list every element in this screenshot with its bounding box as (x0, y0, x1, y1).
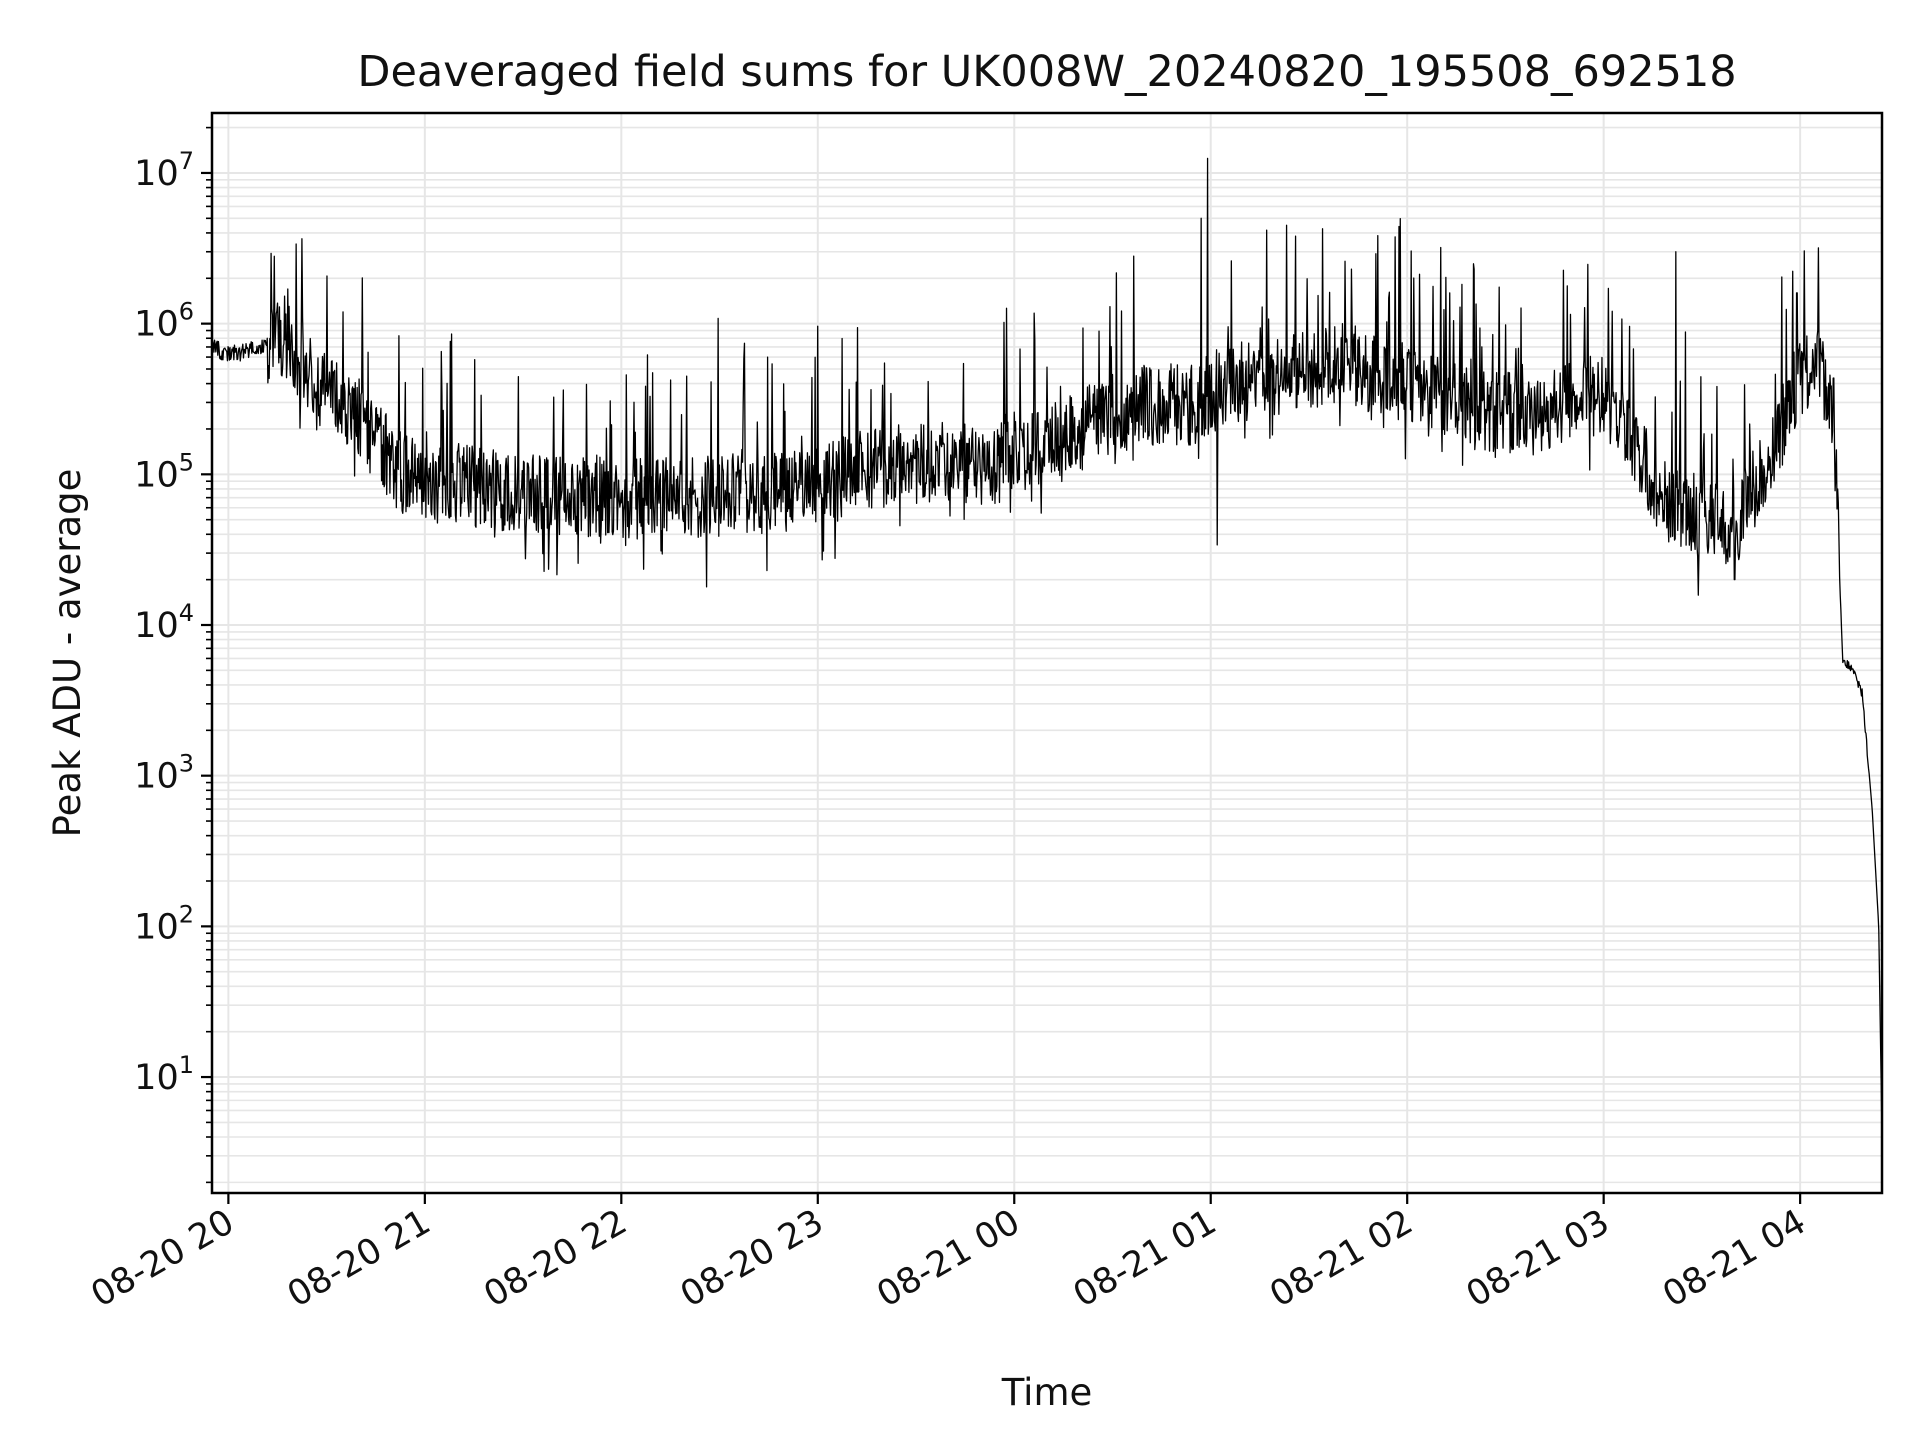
chart-title: Deaveraged field sums for UK008W_2024082… (357, 47, 1736, 97)
y-tick-label-exponent: 2 (179, 900, 194, 928)
y-tick-label: 106 (134, 298, 194, 345)
y-axis-label: Peak ADU - average (46, 469, 89, 838)
y-tick-label: 105 (134, 448, 194, 495)
y-tick-label: 103 (134, 750, 194, 797)
y-tick-label-base: 10 (134, 455, 179, 495)
y-tick-label: 107 (134, 147, 194, 194)
series-layer (211, 157, 1883, 1138)
y-tick-label-exponent: 5 (179, 448, 194, 476)
y-tick-label-base: 10 (134, 907, 179, 947)
y-tick-label: 104 (134, 599, 194, 646)
series-line (211, 157, 1883, 1138)
y-tick-label: 101 (134, 1051, 194, 1098)
y-tick-label-base: 10 (134, 1058, 179, 1098)
y-tick-label-base: 10 (134, 154, 179, 194)
ticks-layer (201, 126, 1802, 1204)
y-tick-label-exponent: 4 (179, 599, 194, 627)
y-tick-label: 102 (134, 900, 194, 947)
y-tick-label-exponent: 3 (179, 750, 194, 778)
x-axis-label: Time (1001, 1371, 1093, 1414)
y-tick-label-base: 10 (134, 757, 179, 797)
y-tick-label-base: 10 (134, 305, 179, 345)
y-tick-label-exponent: 7 (179, 147, 194, 175)
plot-frame (210, 111, 1884, 1195)
y-tick-label-exponent: 1 (179, 1051, 194, 1079)
y-tick-label-exponent: 6 (179, 298, 194, 326)
y-tick-label-base: 10 (134, 606, 179, 646)
